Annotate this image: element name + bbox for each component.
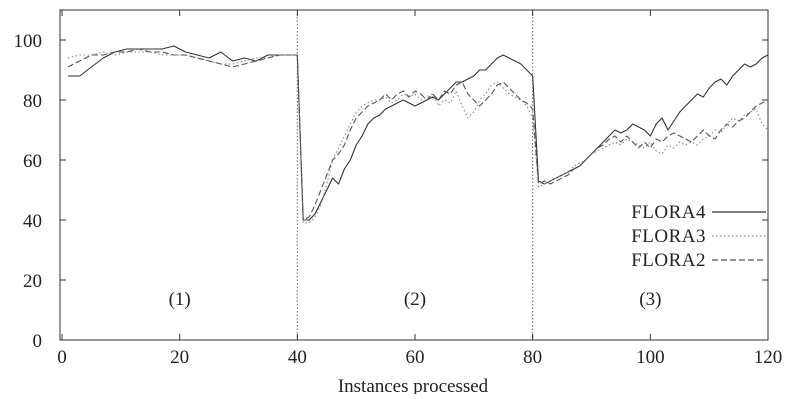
series-line-flora3 — [67, 51, 768, 224]
phase-label: (2) — [404, 289, 426, 310]
series-line-flora4 — [67, 45, 768, 221]
y-tick-label: 20 — [23, 271, 42, 292]
phase-boundaries — [296, 10, 534, 340]
x-tick-label: 20 — [170, 347, 189, 368]
axis-ticks: 0 20 40 60 80 100 120 0 20 40 60 80 100 — [14, 10, 783, 368]
legend-label: FLORA3 — [631, 226, 706, 247]
x-tick-label: 80 — [523, 347, 542, 368]
y-tick-label: 80 — [23, 91, 42, 112]
y-tick-label: 60 — [23, 151, 42, 172]
legend-label: FLORA2 — [631, 250, 706, 271]
y-tick-label: 40 — [23, 211, 42, 232]
x-tick-label: 60 — [406, 347, 425, 368]
x-tick-label: 40 — [288, 347, 307, 368]
phase-label: (1) — [169, 289, 191, 310]
y-tick-label: 0 — [33, 331, 43, 352]
legend: FLORA4 FLORA3 FLORA2 — [631, 202, 766, 271]
y-tick-label: 100 — [14, 31, 43, 52]
series-layer — [67, 45, 768, 224]
series-line-flora2 — [67, 48, 768, 221]
phase-label: (3) — [639, 289, 661, 310]
x-tick-label: 100 — [636, 347, 665, 368]
plot-frame — [59, 9, 769, 341]
x-tick-label: 120 — [754, 347, 783, 368]
x-axis-title: Instances processed — [338, 376, 489, 394]
phase-labels: (1) (2) (3) — [169, 289, 662, 310]
x-tick-label: 0 — [57, 347, 67, 368]
legend-label: FLORA4 — [631, 202, 706, 223]
